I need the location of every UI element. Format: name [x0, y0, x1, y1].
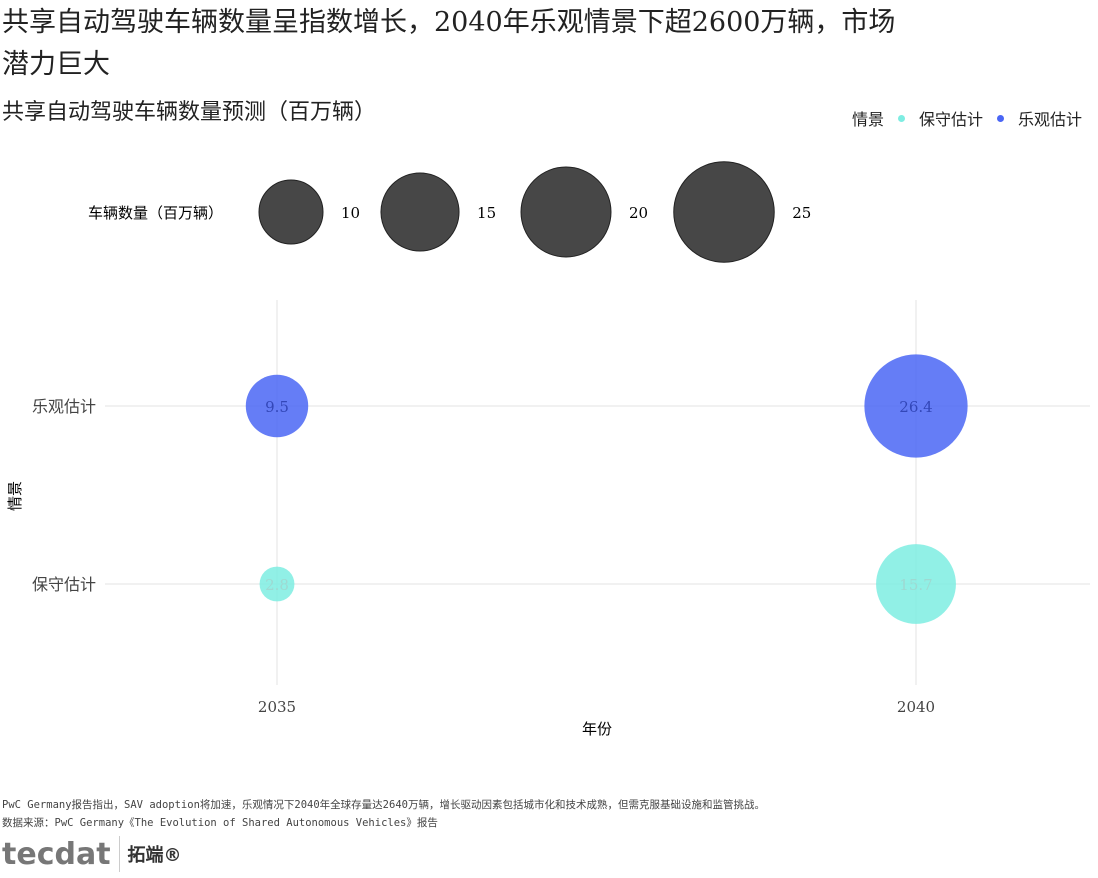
- bubble: [245, 374, 309, 438]
- bubble-chart: 车辆数量（百万辆） 10 15 20 25 保守估计 乐观估计 2035 2040 年份 情景 2.8…: [6, 161, 1090, 738]
- size-legend-circle: [520, 166, 612, 258]
- size-legend-circle: [380, 172, 460, 252]
- chart-subtitle: 共享自动驾驶车辆数量预测（百万辆）: [2, 100, 377, 125]
- size-legend-title: 车辆数量（百万辆）: [88, 204, 223, 222]
- x-tick-label: 2035: [258, 698, 296, 716]
- bubble-label: 26.4: [899, 398, 932, 416]
- legend-title: 情景: [851, 110, 884, 129]
- bubble: [876, 544, 956, 624]
- caption-source: 数据来源：PwC Germany《The Evolution of Shared…: [2, 817, 438, 829]
- y-tick-label: 保守估计: [32, 575, 96, 594]
- scenario-legend: 情景 保守估计 乐观估计: [852, 106, 1082, 130]
- x-tick-label: 2040: [897, 698, 935, 716]
- logo: tecdat 拓端®: [2, 836, 182, 872]
- y-axis-label: 情景: [6, 481, 24, 511]
- bubble: [864, 354, 968, 458]
- y-tick-label: 乐观估计: [32, 397, 96, 416]
- size-legend-circle: [258, 179, 324, 245]
- logo-text: tecdat: [2, 836, 111, 872]
- legend-label-optimistic: 乐观估计: [1017, 110, 1082, 129]
- logo-cn: 拓端®: [127, 845, 182, 866]
- chart-title: 共享自动驾驶车辆数量呈指数增长，2040年乐观情景下超2600万辆，市场潜力巨大: [2, 7, 896, 80]
- bubble-label: 15.7: [899, 576, 932, 594]
- size-legend-label: 15: [477, 204, 496, 222]
- bubble-label: 9.5: [265, 398, 289, 416]
- legend-key-optimistic: [996, 114, 1004, 122]
- size-legend-label: 10: [341, 204, 360, 222]
- x-axis-label: 年份: [582, 720, 612, 738]
- size-legend-label: 25: [792, 204, 811, 222]
- caption: PwC Germany报告指出，SAV adoption将加速，乐观情况下204…: [2, 796, 765, 832]
- legend-label-conservative: 保守估计: [918, 110, 983, 129]
- size-legend-label: 20: [629, 204, 648, 222]
- bubble: [259, 566, 295, 602]
- size-legend-circle: [673, 161, 775, 263]
- bubble-label: 2.8: [265, 576, 289, 594]
- caption-note: PwC Germany报告指出，SAV adoption将加速，乐观情况下204…: [2, 799, 765, 811]
- legend-key-conservative: [897, 114, 905, 122]
